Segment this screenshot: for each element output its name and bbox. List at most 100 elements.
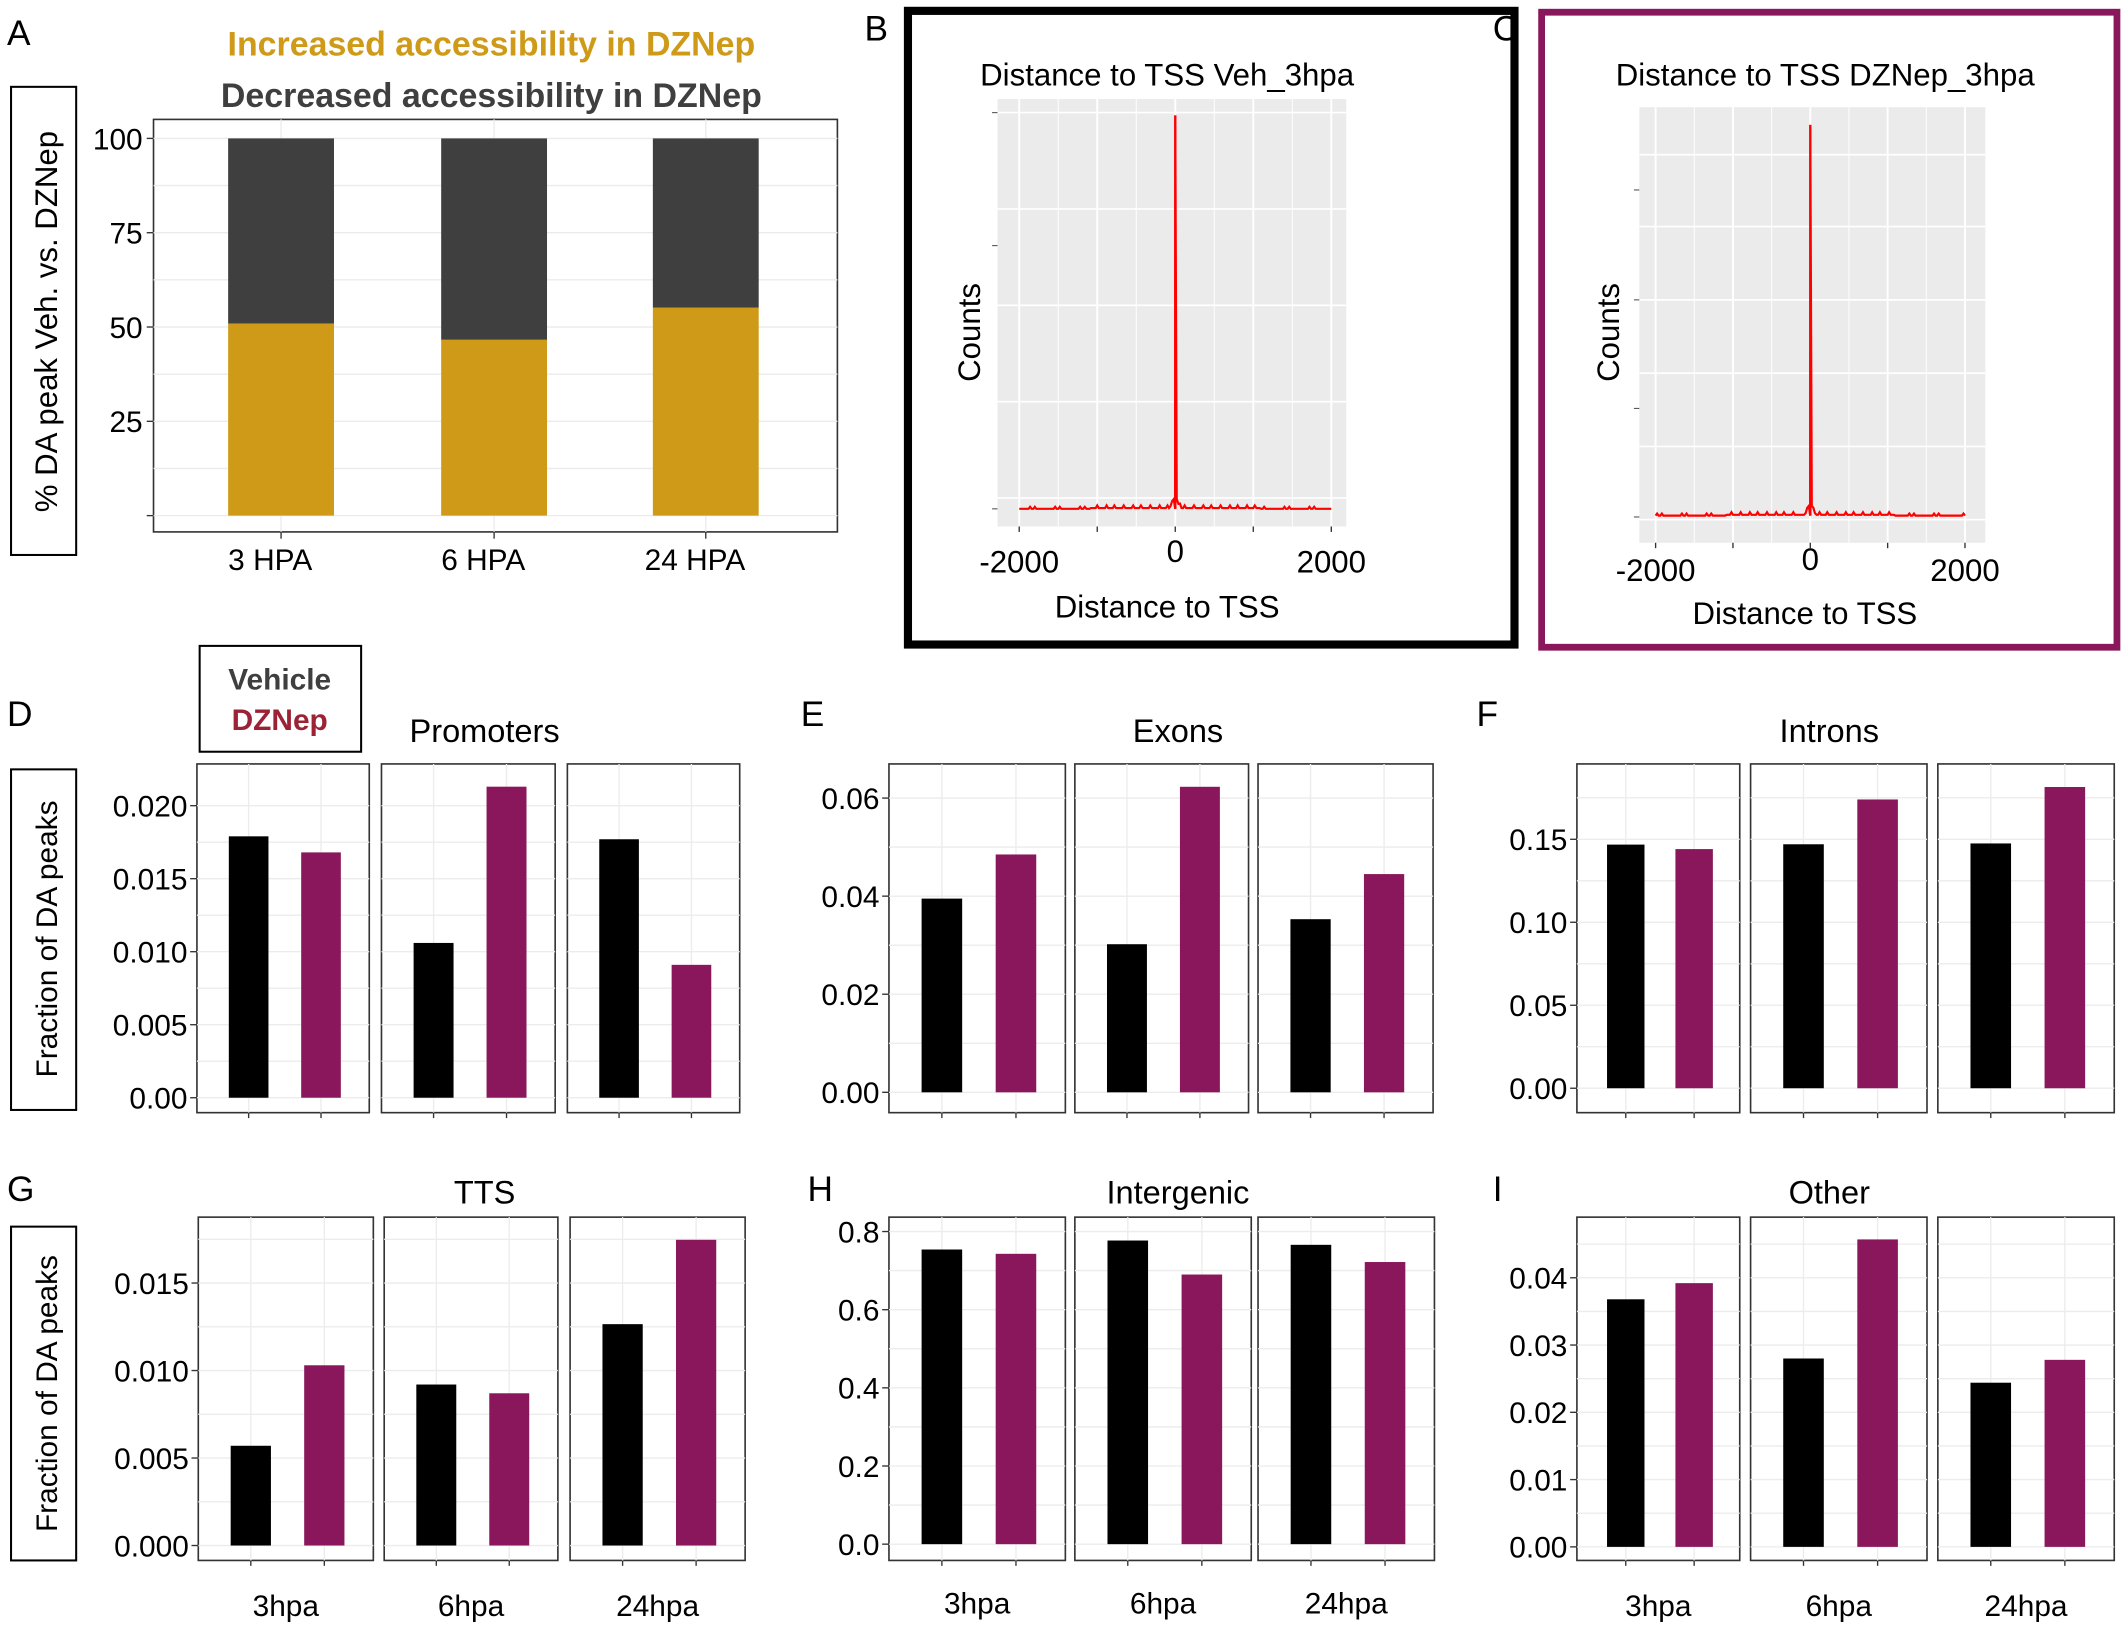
panel-d-ytick-label: 0.015: [113, 864, 188, 897]
panel-d-ytick-label: 0.00: [129, 1083, 187, 1116]
panel-f-title: Introns: [1780, 713, 1880, 749]
panel-d-bar-vehicle-6hpa: [413, 942, 454, 1098]
panel-d-facet-frame: [196, 763, 371, 1114]
panel-a-ytick-label: 25: [109, 406, 142, 439]
panel-h-ytick-label: 0.8: [838, 1216, 879, 1249]
panel-g-ytick-label: 0.010: [114, 1355, 189, 1388]
panel-d-bar-dznep-3hpa: [301, 852, 341, 1098]
panel-i-title: Other: [1789, 1175, 1871, 1211]
bar-decreased-24hpa: [652, 138, 759, 308]
panel-f-ytick-label: 0.15: [1509, 824, 1567, 857]
panel-i-ytick-label: 0.01: [1509, 1464, 1567, 1497]
panel-h-bar-dznep-6hpa: [1181, 1274, 1223, 1545]
panel-letter-h: H: [808, 1170, 833, 1209]
panel-d-ytick-label: 0.010: [113, 937, 188, 970]
panel-f-ytick-label: 0.10: [1509, 907, 1567, 940]
panel-d-ytick-label: 0.005: [113, 1010, 188, 1043]
panel-h-facet-label: 24hpa: [1305, 1587, 1388, 1620]
panel-d-bar-dznep-6hpa: [486, 786, 527, 1098]
panel-e-ytick-label: 0.04: [821, 881, 879, 914]
panel-letter-d: D: [7, 695, 32, 734]
panel-a-ylabel: % DA peak Veh. vs. DZNep: [29, 131, 64, 512]
panel-d-facet-frame: [380, 763, 556, 1114]
panel-b-plot: -2000 0 2000: [979, 99, 1366, 580]
panel-d-ytick-label: 0.020: [113, 791, 188, 824]
panel-d-title: Promoters: [410, 713, 560, 749]
panel-h-facet-label: 3hpa: [944, 1587, 1011, 1620]
legend: Vehicle DZNep: [198, 644, 363, 753]
panel-b: B Distance to TSS Veh_3hpa -2000 0 2000 Co…: [865, 6, 1519, 649]
legend-item-dznep: DZNep: [232, 704, 328, 737]
panel-g-facet-label: 3hpa: [253, 1590, 320, 1623]
panel-g-facet-frame: [383, 1216, 559, 1562]
panel-letter-a: A: [7, 14, 31, 53]
panel-a-title-decreased: Decreased accessibility in DZNep: [221, 77, 762, 115]
panel-f-ytick-label: 0.00: [1509, 1073, 1567, 1106]
bar-decreased-6hpa: [441, 138, 548, 340]
row1-ylabel: Fraction of DA peaks: [31, 800, 64, 1077]
panel-e-bar-dznep-3hpa: [995, 854, 1037, 1093]
panel-e-bar-vehicle-6hpa: [1106, 944, 1147, 1093]
panel-h-ytick-label: 0.6: [838, 1295, 879, 1328]
panel-b-xtick-label: 2000: [1297, 545, 1366, 580]
panel-d-facet-frame: [566, 763, 741, 1114]
panel-e-ytick-label: 0.00: [821, 1077, 879, 1110]
panel-letter-i: I: [1493, 1170, 1503, 1209]
panel-letter-g: G: [7, 1170, 34, 1209]
panel-i-facet-frame: [1937, 1216, 2116, 1562]
facet-panels: D E F G H I Fraction of DA peaks Fractio…: [7, 695, 2116, 1623]
panel-d-bar-dznep-24hpa: [671, 964, 712, 1098]
panel-h-ytick-label: 0.0: [838, 1529, 879, 1562]
panel-i-facet-frame: [1749, 1216, 1928, 1562]
panel-b-ylabel: Counts: [952, 283, 987, 382]
panel-g-facet-frame: [197, 1216, 375, 1562]
panel-e-facet-frame: [888, 763, 1067, 1114]
panel-f-facet-frame: [1749, 763, 1928, 1114]
panel-f-bar-vehicle-6hpa: [1783, 844, 1824, 1089]
panel-c-xtick-label: 2000: [1930, 553, 1999, 588]
panel-h-ytick-label: 0.4: [838, 1373, 879, 1406]
panel-b-title: Distance to TSS Veh_3hpa: [980, 57, 1355, 92]
panel-i-facet-label: 3hpa: [1625, 1590, 1692, 1623]
panel-g-bar-vehicle-24hpa: [602, 1324, 643, 1546]
panel-e-bar-vehicle-24hpa: [1290, 919, 1331, 1093]
panel-b-xtick-label: 0: [1167, 534, 1184, 569]
panel-g-bar-vehicle-3hpa: [230, 1445, 271, 1546]
panel-a-ytick-label: 75: [109, 218, 142, 251]
panel-e-ytick-label: 0.06: [821, 783, 879, 816]
panel-h-bar-dznep-24hpa: [1364, 1262, 1406, 1545]
panel-c-ylabel: Counts: [1591, 283, 1626, 382]
panel-letter-b: B: [865, 10, 889, 49]
panel-e-bar-dznep-24hpa: [1363, 874, 1405, 1093]
panel-h-facet-label: 6hpa: [1130, 1587, 1197, 1620]
panel-a-plot: 3 HPA 6 HPA 24 HPA 25 50 75 100: [93, 118, 839, 577]
legend-item-vehicle: Vehicle: [228, 663, 331, 696]
panel-g-facet-frame: [569, 1216, 746, 1562]
panel-a-ylabel-box: [10, 85, 78, 556]
panel-g-bar-dznep-24hpa: [675, 1239, 717, 1546]
panel-i-facet-label: 6hpa: [1806, 1590, 1873, 1623]
bar-increased-24hpa: [652, 307, 759, 516]
bar-increased-3hpa: [228, 323, 334, 516]
bar-increased-6hpa: [441, 339, 548, 516]
panel-f-bar-vehicle-3hpa: [1607, 844, 1645, 1089]
panel-i-ytick-label: 0.02: [1509, 1397, 1567, 1430]
row2-ylabel: Fraction of DA peaks: [31, 1255, 64, 1532]
panel-a-title-increased: Increased accessibility in DZNep: [228, 26, 756, 64]
panel-c-xlabel: Distance to TSS: [1692, 596, 1917, 631]
panel-letter-e: E: [801, 695, 825, 734]
panel-g-ytick-label: 0.005: [114, 1443, 189, 1476]
panel-a-xtick-label: 3 HPA: [228, 544, 312, 577]
panel-b-xlabel: Distance to TSS: [1055, 589, 1280, 624]
panel-f-ytick-label: 0.05: [1509, 990, 1567, 1023]
panel-f-bar-dznep-24hpa: [2044, 787, 2086, 1089]
panel-i-bar-vehicle-6hpa: [1783, 1358, 1824, 1547]
panel-letter-c: C: [1493, 10, 1518, 49]
panel-h-title: Intergenic: [1107, 1175, 1250, 1211]
panel-h-facet-frame: [1074, 1216, 1253, 1562]
panel-g-bar-vehicle-6hpa: [416, 1384, 457, 1546]
panel-i-bar-vehicle-3hpa: [1607, 1299, 1645, 1547]
panel-h-bar-dznep-3hpa: [995, 1253, 1037, 1545]
panel-i-ytick-label: 0.04: [1509, 1263, 1567, 1296]
